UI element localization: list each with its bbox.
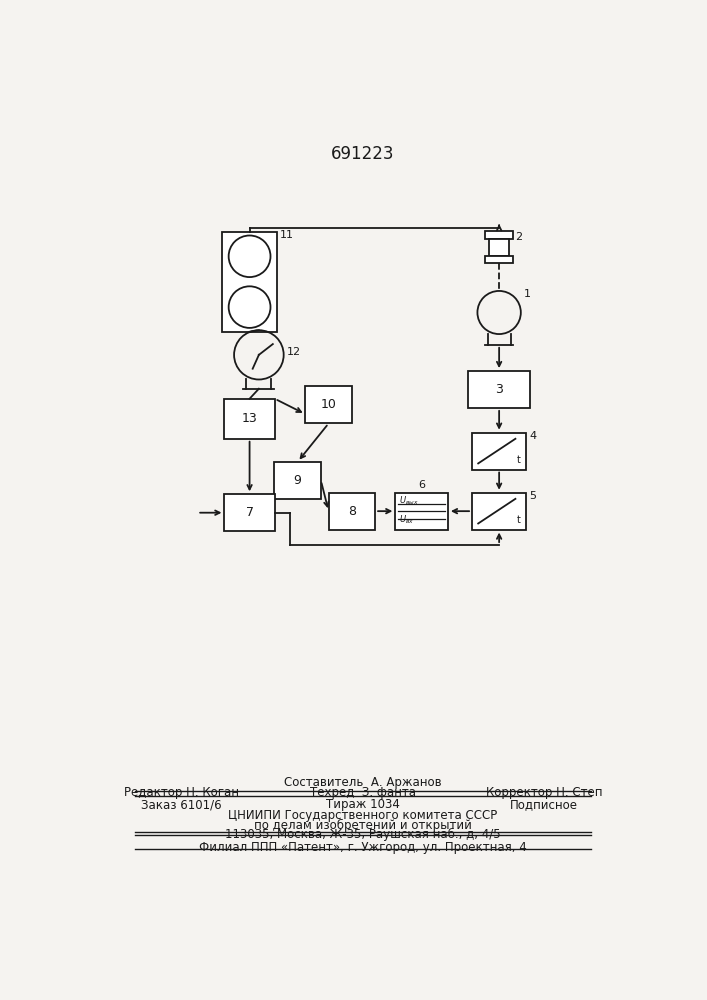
Text: 12: 12 <box>287 347 301 357</box>
Text: t: t <box>517 455 521 465</box>
Text: Составитель  А. Аржанов: Составитель А. Аржанов <box>284 776 442 789</box>
Text: 113035, Москва, Ж-35, Раушская наб., д, 4/5: 113035, Москва, Ж-35, Раушская наб., д, … <box>225 828 501 841</box>
Bar <box>224 494 275 531</box>
Text: Заказ 6101/6: Заказ 6101/6 <box>141 798 222 811</box>
Text: $U_{вх}$: $U_{вх}$ <box>399 513 414 526</box>
Text: 13: 13 <box>242 412 257 425</box>
Text: Подписное: Подписное <box>510 798 578 811</box>
Bar <box>395 493 448 530</box>
Text: 10: 10 <box>321 398 337 411</box>
Text: Филиал ППП «Патент», г. Ужгород, ул. Проектная, 4: Филиал ППП «Патент», г. Ужгород, ул. Про… <box>199 841 527 854</box>
Text: Редактор Н. Коган: Редактор Н. Коган <box>124 786 239 799</box>
Bar <box>472 493 526 530</box>
Bar <box>489 239 509 256</box>
Bar <box>222 232 277 332</box>
Text: 6: 6 <box>418 480 425 490</box>
Text: 691223: 691223 <box>331 145 395 163</box>
Bar <box>305 386 352 423</box>
Text: 3: 3 <box>495 383 503 396</box>
Text: 8: 8 <box>348 505 356 518</box>
Text: по делам изобретений и открытий: по делам изобретений и открытий <box>254 819 472 832</box>
Bar <box>485 256 513 263</box>
Text: ЦНИИПИ Государственного комитета СССР: ЦНИИПИ Государственного комитета СССР <box>228 809 497 822</box>
Bar <box>485 231 513 239</box>
Text: 1: 1 <box>524 289 531 299</box>
Text: Корректор Н. Степ: Корректор Н. Степ <box>486 786 602 799</box>
Bar <box>329 493 375 530</box>
Text: Тираж 1034: Тираж 1034 <box>326 798 399 811</box>
Text: $U_{вых}$: $U_{вых}$ <box>399 495 419 507</box>
Bar <box>224 399 275 439</box>
Bar <box>472 433 526 470</box>
Text: 2: 2 <box>515 232 522 242</box>
Text: t: t <box>517 515 521 525</box>
Text: 4: 4 <box>530 431 537 441</box>
Text: Техред  З. фанта: Техред З. фанта <box>310 786 416 799</box>
Bar <box>274 462 321 499</box>
Text: 11: 11 <box>280 230 294 240</box>
Text: 9: 9 <box>293 474 302 487</box>
Text: 5: 5 <box>530 491 537 501</box>
Bar <box>468 371 530 408</box>
Text: 7: 7 <box>245 506 254 519</box>
